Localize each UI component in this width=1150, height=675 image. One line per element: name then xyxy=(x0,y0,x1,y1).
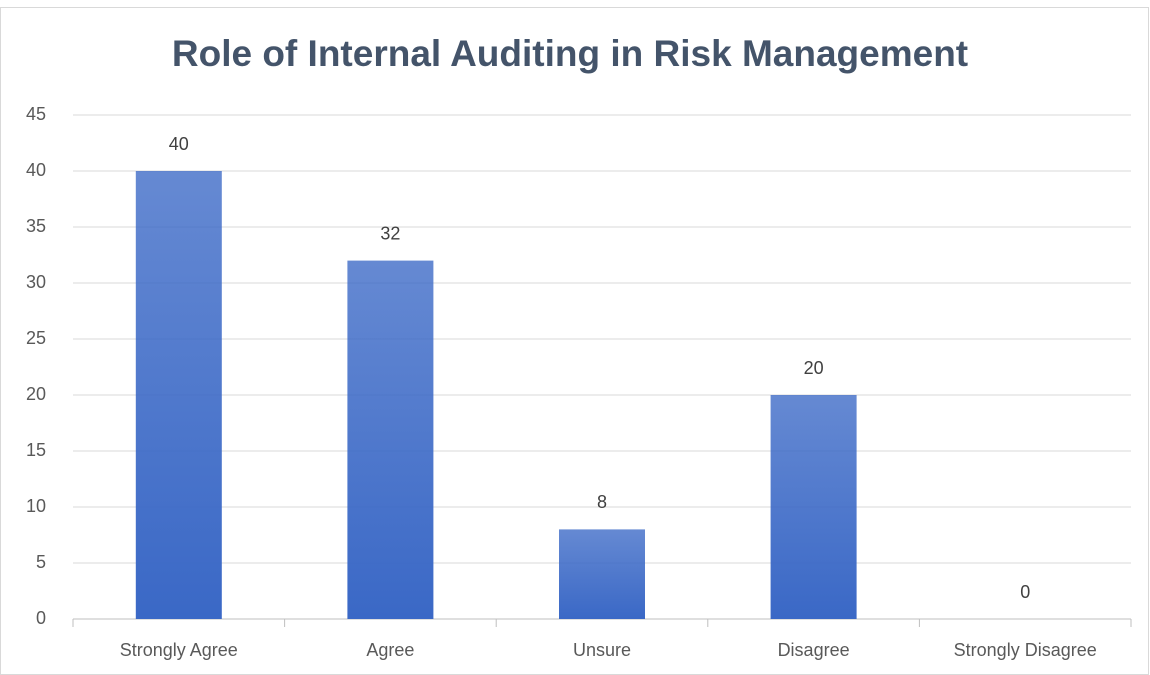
x-tick-label: Agree xyxy=(366,640,414,660)
x-tick-label: Strongly Agree xyxy=(120,640,238,660)
bar xyxy=(770,395,857,619)
x-tick-label: Strongly Disagree xyxy=(954,640,1097,660)
x-tick-label: Disagree xyxy=(778,640,850,660)
y-tick-label: 30 xyxy=(26,272,46,292)
y-tick-label: 25 xyxy=(26,328,46,348)
bar xyxy=(135,171,222,619)
chart-title: Role of Internal Auditing in Risk Manage… xyxy=(172,33,968,74)
bar xyxy=(347,260,434,619)
data-label: 40 xyxy=(169,134,189,154)
data-label: 20 xyxy=(804,358,824,378)
y-tick-label: 20 xyxy=(26,384,46,404)
y-tick-label: 35 xyxy=(26,216,46,236)
data-label: 0 xyxy=(1020,582,1030,602)
y-tick-label: 45 xyxy=(26,104,46,124)
y-tick-label: 5 xyxy=(36,552,46,572)
bar xyxy=(559,529,645,619)
data-label: 32 xyxy=(380,223,400,243)
y-tick-label: 10 xyxy=(26,496,46,516)
y-tick-label: 15 xyxy=(26,440,46,460)
y-tick-label: 0 xyxy=(36,608,46,628)
y-tick-label: 40 xyxy=(26,160,46,180)
data-label: 8 xyxy=(597,492,607,512)
x-tick-label: Unsure xyxy=(573,640,631,660)
